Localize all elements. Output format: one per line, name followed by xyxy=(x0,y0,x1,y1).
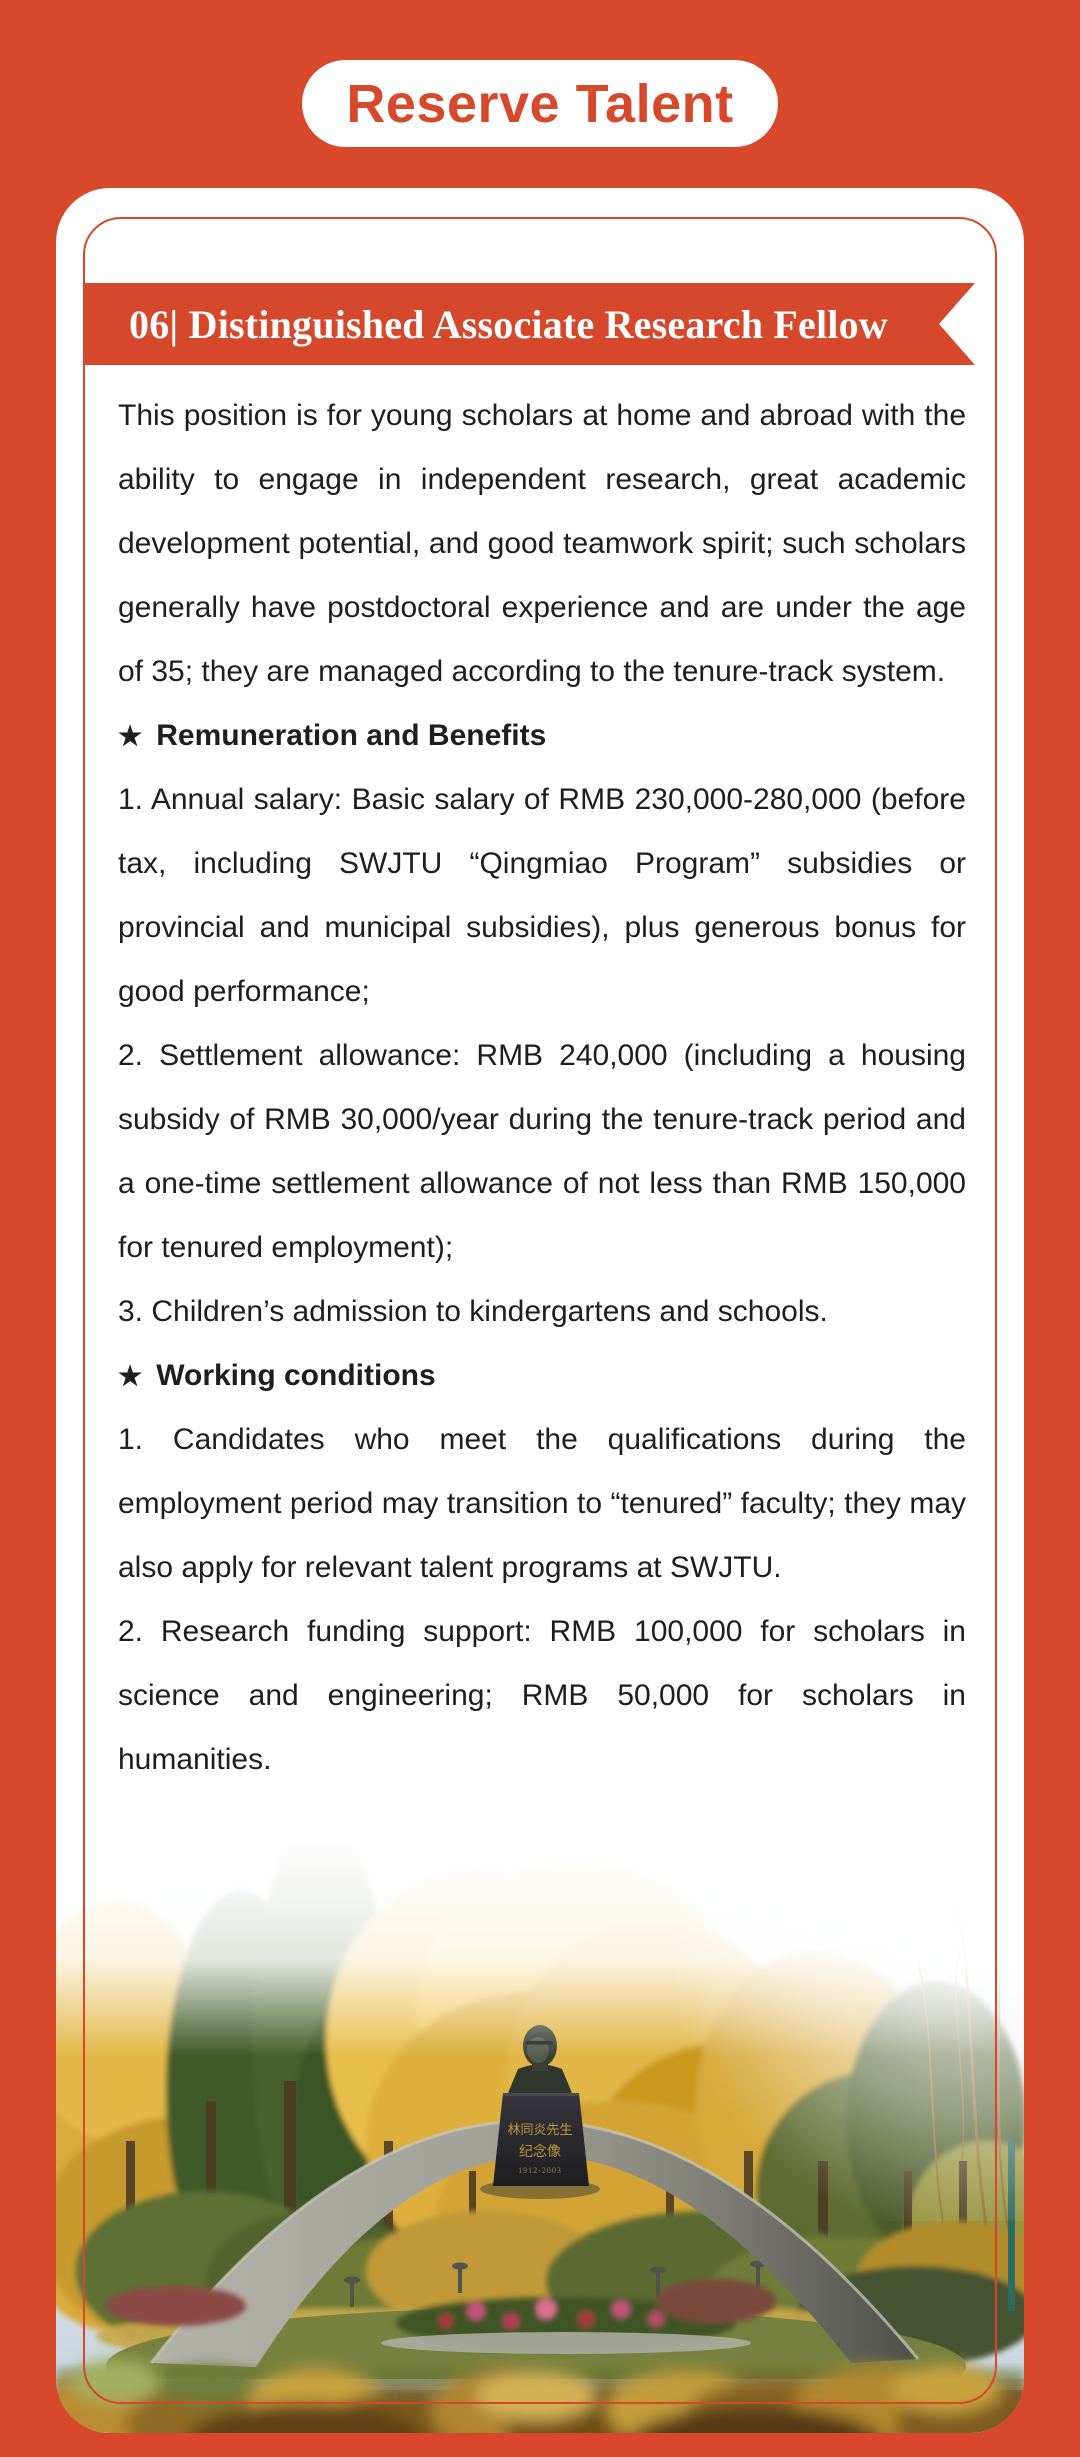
statue-shoulders xyxy=(508,2064,572,2093)
header-pill: Reserve Talent xyxy=(302,60,778,147)
pedestal-name: 林同炎先生 xyxy=(507,2122,572,2137)
section-title-working-conditions-label: Working conditions xyxy=(156,1359,436,1392)
working-conditions-item-2: 2. Research funding support: RMB 100,000… xyxy=(118,1615,966,1776)
star-icon: ★ xyxy=(118,1361,143,1391)
article-body: This position is for young scholars at h… xyxy=(118,384,966,1792)
section-banner-label: 06| Distinguished Associate Research Fel… xyxy=(129,301,888,347)
fog-top xyxy=(56,1841,1024,2056)
section-banner: 06| Distinguished Associate Research Fel… xyxy=(83,283,975,365)
header-pill-label: Reserve Talent xyxy=(346,73,734,134)
remuneration-item-1: 1. Annual salary: Basic salary of RMB 23… xyxy=(118,783,966,1008)
working-conditions-item-1: 1. Candidates who meet the qualification… xyxy=(118,1423,966,1584)
lamp-bollards xyxy=(344,2260,766,2307)
stone-curb xyxy=(381,2332,751,2354)
foreground-leaves xyxy=(56,2359,1024,2433)
section-title-working-conditions: ★ Working conditions xyxy=(118,1344,966,1408)
remuneration-item-2: 2. Settlement allowance: RMB 240,000 (in… xyxy=(118,1039,966,1264)
section-title-remuneration-label: Remuneration and Benefits xyxy=(156,719,547,752)
star-icon: ★ xyxy=(118,721,143,751)
pedestal-dates: 1912-2003 xyxy=(518,2166,562,2175)
campus-photo: 林同炎先生 纪念像 1912-2003 xyxy=(56,1841,1024,2433)
content-card: 林同炎先生 纪念像 1912-2003 xyxy=(56,188,1024,2433)
section-title-remuneration: ★ Remuneration and Benefits xyxy=(118,704,966,768)
remuneration-item-3: 3. Children’s admission to kindergartens… xyxy=(118,1295,828,1328)
intro-paragraph: This position is for young scholars at h… xyxy=(118,399,966,688)
green-pole xyxy=(1008,2141,1015,2311)
pedestal-title: 纪念像 xyxy=(519,2143,561,2160)
